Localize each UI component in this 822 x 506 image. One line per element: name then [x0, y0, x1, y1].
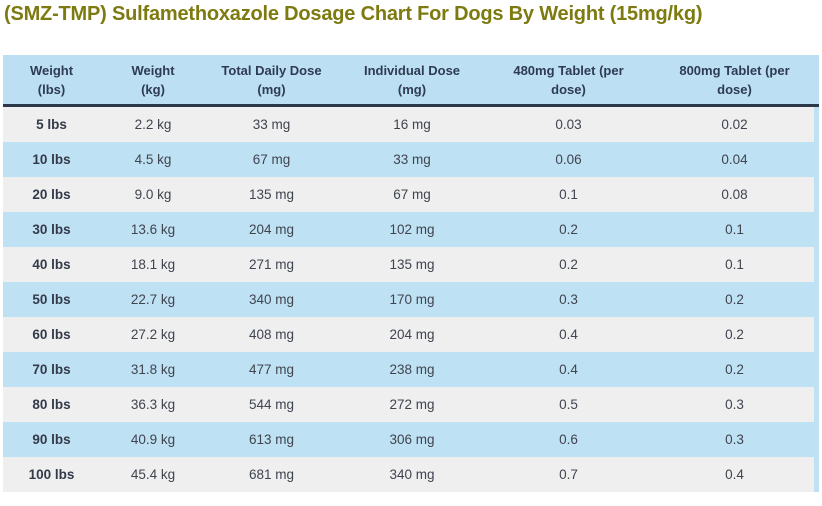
table-cell: 70 lbs [3, 352, 100, 387]
table-cell: 45.4 kg [100, 457, 206, 492]
table-cell: 9.0 kg [100, 177, 206, 212]
table-cell: 271 mg [206, 247, 337, 282]
table-cell: 135 mg [337, 247, 487, 282]
table-header: Weight (lbs) Weight (kg) Total Daily Dose (mg… [3, 55, 819, 107]
table-cell: 40 lbs [3, 247, 100, 282]
table-cell: 27.2 kg [100, 317, 206, 352]
table-cell: 238 mg [337, 352, 487, 387]
column-header-4: Individual Dose (mg) [337, 55, 487, 107]
column-header-3: Total Daily Dose (mg) [206, 55, 337, 107]
table-cell: 90 lbs [3, 422, 100, 457]
table-cell: 0.6 [487, 422, 650, 457]
table-cell: 18.1 kg [100, 247, 206, 282]
column-header-1: Weight (lbs) [3, 55, 100, 107]
table-cell: 22.7 kg [100, 282, 206, 317]
table-cell: 33 mg [206, 105, 337, 142]
table-cell: 0.2 [487, 247, 650, 282]
column-header-2: Weight (kg) [100, 55, 206, 107]
table-cell: 33 mg [337, 142, 487, 177]
table-cell: 340 mg [337, 457, 487, 492]
table-cell: 2.2 kg [100, 105, 206, 142]
table-cell: 170 mg [337, 282, 487, 317]
table-cell: 0.2 [650, 317, 819, 352]
table-cell: 204 mg [337, 317, 487, 352]
page-title: (SMZ-TMP) Sulfamethoxazole Dosage Chart … [4, 3, 703, 25]
table-cell: 80 lbs [3, 387, 100, 422]
table-cell: 0.03 [487, 105, 650, 142]
table-cell: 4.5 kg [100, 142, 206, 177]
table-cell: 67 mg [337, 177, 487, 212]
table-cell: 100 lbs [3, 457, 100, 492]
table-cell: 0.3 [650, 387, 819, 422]
table-cell: 0.5 [487, 387, 650, 422]
table-cell: 20 lbs [3, 177, 100, 212]
table-cell: 0.7 [487, 457, 650, 492]
table-cell: 13.6 kg [100, 212, 206, 247]
table-cell: 0.4 [487, 352, 650, 387]
table-cell: 408 mg [206, 317, 337, 352]
table-cell: 0.02 [650, 105, 819, 142]
dosage-table-wrap: Weight (lbs) Weight (kg) Total Daily Dose (mg… [3, 55, 819, 492]
table-body: 5 lbs 2.2 kg 33 mg 16 mg 0.03 0.02 10 lbs 4.5 k… [3, 105, 819, 492]
table-cell: 0.4 [487, 317, 650, 352]
table-cell: 50 lbs [3, 282, 100, 317]
table-cell: 60 lbs [3, 317, 100, 352]
table-cell: 0.2 [650, 352, 819, 387]
scrollbar-track[interactable] [814, 107, 819, 492]
table-cell: 30 lbs [3, 212, 100, 247]
table-cell: 0.2 [650, 282, 819, 317]
table-cell: 681 mg [206, 457, 337, 492]
table-cell: 135 mg [206, 177, 337, 212]
column-header-5: 480mg Tablet (per dose) [487, 55, 650, 107]
table-row: 20 lbs 9.0 kg 135 mg 67 mg 0.1 0.08 [3, 177, 819, 212]
table-cell: 0.3 [650, 422, 819, 457]
table-row: 30 lbs 13.6 kg 204 mg 102 mg 0.2 0.1 [3, 212, 819, 247]
table-cell: 0.06 [487, 142, 650, 177]
header-row: Weight (lbs) Weight (kg) Total Daily Dose (mg… [3, 55, 819, 107]
table-cell: 16 mg [337, 105, 487, 142]
table-cell: 0.4 [650, 457, 819, 492]
table-row: 40 lbs 18.1 kg 271 mg 135 mg 0.2 0.1 [3, 247, 819, 282]
dosage-table: Weight (lbs) Weight (kg) Total Daily Dose (mg… [3, 55, 819, 492]
table-row: 5 lbs 2.2 kg 33 mg 16 mg 0.03 0.02 [3, 105, 819, 142]
table-cell: 477 mg [206, 352, 337, 387]
table-row: 10 lbs 4.5 kg 67 mg 33 mg 0.06 0.04 [3, 142, 819, 177]
table-cell: 340 mg [206, 282, 337, 317]
table-cell: 0.08 [650, 177, 819, 212]
table-row: 70 lbs 31.8 kg 477 mg 238 mg 0.4 0.2 [3, 352, 819, 387]
table-cell: 40.9 kg [100, 422, 206, 457]
table-row: 90 lbs 40.9 kg 613 mg 306 mg 0.6 0.3 [3, 422, 819, 457]
table-cell: 0.2 [487, 212, 650, 247]
table-cell: 0.1 [650, 212, 819, 247]
table-row: 80 lbs 36.3 kg 544 mg 272 mg 0.5 0.3 [3, 387, 819, 422]
table-cell: 36.3 kg [100, 387, 206, 422]
table-cell: 67 mg [206, 142, 337, 177]
table-cell: 0.3 [487, 282, 650, 317]
table-cell: 102 mg [337, 212, 487, 247]
table-cell: 544 mg [206, 387, 337, 422]
table-cell: 0.04 [650, 142, 819, 177]
table-cell: 204 mg [206, 212, 337, 247]
table-cell: 10 lbs [3, 142, 100, 177]
table-cell: 0.1 [650, 247, 819, 282]
table-row: 100 lbs 45.4 kg 681 mg 340 mg 0.7 0.4 [3, 457, 819, 492]
column-header-6: 800mg Tablet (per dose) [650, 55, 819, 107]
table-cell: 272 mg [337, 387, 487, 422]
table-cell: 0.1 [487, 177, 650, 212]
table-row: 60 lbs 27.2 kg 408 mg 204 mg 0.4 0.2 [3, 317, 819, 352]
table-cell: 306 mg [337, 422, 487, 457]
table-row: 50 lbs 22.7 kg 340 mg 170 mg 0.3 0.2 [3, 282, 819, 317]
table-cell: 613 mg [206, 422, 337, 457]
table-cell: 5 lbs [3, 105, 100, 142]
table-cell: 31.8 kg [100, 352, 206, 387]
